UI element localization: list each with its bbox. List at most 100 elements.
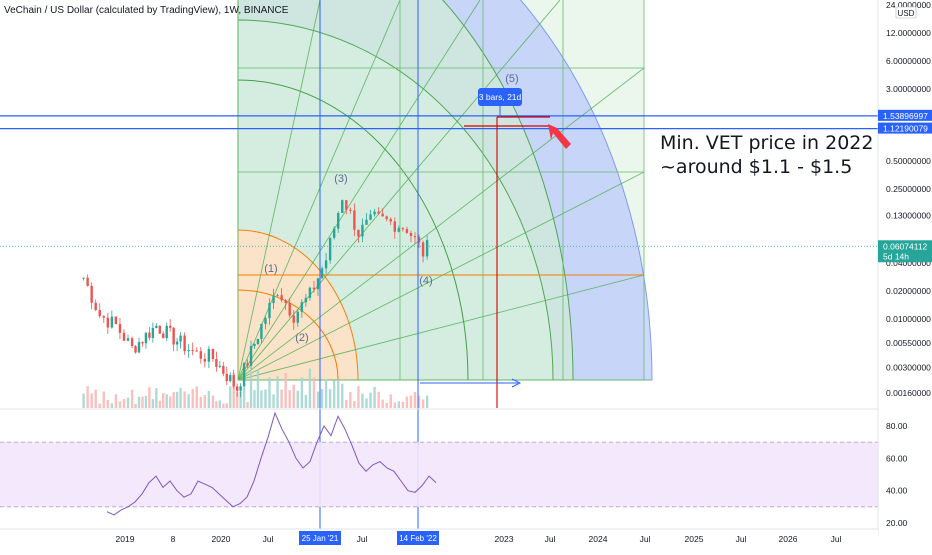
volume-bar bbox=[235, 392, 239, 408]
currency-badge bbox=[895, 6, 917, 19]
candle-body bbox=[86, 277, 89, 286]
time-axis-tick: Jul bbox=[831, 534, 842, 544]
volume-bar bbox=[357, 386, 360, 408]
candle-body bbox=[284, 300, 287, 303]
candle-body bbox=[155, 325, 158, 328]
candle-body bbox=[409, 232, 413, 237]
candle-body bbox=[401, 228, 405, 230]
volume-bar bbox=[280, 389, 283, 408]
volume-bar bbox=[264, 389, 267, 408]
volume-bar bbox=[187, 394, 190, 408]
price-axis-tick: 0.01000000 bbox=[886, 314, 931, 324]
fan-line bbox=[237, 0, 481, 381]
candle-body bbox=[199, 351, 202, 359]
volume-bar bbox=[144, 395, 148, 408]
time-axis-tick: Jul bbox=[545, 534, 556, 544]
candle-body bbox=[137, 342, 141, 353]
volume-bar bbox=[353, 400, 356, 408]
price-axis-tick: 0.00160000 bbox=[886, 388, 931, 398]
annotation-line-1: Min. VET price in 2022 bbox=[660, 132, 874, 154]
volume-bar bbox=[328, 389, 332, 408]
volume-bar bbox=[300, 377, 304, 408]
volume-bar bbox=[365, 398, 368, 408]
volume-bar bbox=[162, 393, 165, 408]
price-axis-tick: 0.13000000 bbox=[886, 211, 931, 221]
candle-body bbox=[110, 316, 114, 328]
candle-body bbox=[268, 303, 271, 319]
candle-body bbox=[264, 318, 267, 324]
volume-bar bbox=[256, 369, 260, 408]
time-axis-tick: 2024 bbox=[589, 534, 608, 544]
candle-body bbox=[393, 221, 396, 232]
price-axis-tick: 0.00300000 bbox=[886, 363, 931, 373]
candle-body bbox=[94, 302, 97, 311]
candle-body bbox=[357, 229, 360, 237]
price-tag-value: 1.12190079 bbox=[883, 124, 928, 134]
volume-bar bbox=[268, 377, 271, 408]
candle-body bbox=[232, 375, 235, 387]
candle-body bbox=[225, 373, 228, 382]
candle-body bbox=[385, 216, 388, 220]
volume-bar bbox=[373, 386, 376, 408]
rsi-axis-tick: 20.00 bbox=[886, 518, 908, 528]
candle-body bbox=[328, 237, 332, 261]
price-annotation: Min. VET price in 2022 ~around $1.1 - $1… bbox=[660, 131, 873, 179]
volume-bar bbox=[122, 398, 126, 408]
price-axis-tick: 0.04000000 bbox=[886, 258, 931, 268]
volume-bar bbox=[106, 399, 110, 408]
candle-body bbox=[218, 365, 222, 367]
candle-body bbox=[260, 323, 263, 339]
time-axis-tick: 2026 bbox=[779, 534, 798, 544]
volume-bar bbox=[229, 386, 232, 408]
currency-text: USD bbox=[898, 9, 915, 18]
time-axis-tick: 2025 bbox=[685, 534, 704, 544]
rsi-axis-tick: 40.00 bbox=[886, 486, 908, 496]
wave-label: (2) bbox=[295, 332, 308, 344]
range-label-text: 3 bars, 21d bbox=[479, 92, 522, 102]
rsi-line bbox=[106, 411, 437, 516]
volume-bar bbox=[232, 372, 235, 408]
volume-bar bbox=[114, 394, 118, 408]
candle-body bbox=[165, 325, 168, 339]
candle-body bbox=[246, 363, 249, 366]
date-tag-box bbox=[397, 531, 439, 545]
candle-body bbox=[405, 229, 409, 233]
date-tag-text: 14 Feb '22 bbox=[399, 534, 437, 543]
price-tag-box bbox=[878, 109, 932, 121]
price-tag-box bbox=[878, 240, 932, 263]
candle-body bbox=[373, 211, 376, 215]
candle-body bbox=[187, 349, 190, 352]
candle-body bbox=[256, 338, 260, 344]
volume-bar bbox=[158, 400, 161, 408]
volume-bar bbox=[102, 391, 105, 408]
time-axis-tick: 2023 bbox=[495, 534, 514, 544]
wave-label: (3) bbox=[334, 173, 347, 185]
candle-body bbox=[304, 297, 308, 303]
fan-line bbox=[237, 171, 645, 381]
candle-body bbox=[332, 228, 336, 238]
candle-body bbox=[253, 343, 256, 347]
candle-body bbox=[316, 278, 320, 290]
volume-bar bbox=[222, 403, 225, 408]
volume-bar bbox=[361, 393, 364, 408]
volume-bar bbox=[98, 403, 101, 408]
volume-bar bbox=[349, 391, 352, 408]
candle-body bbox=[345, 200, 348, 210]
rsi-axis-tick: 80.00 bbox=[886, 421, 908, 431]
fan-line bbox=[237, 67, 645, 381]
volume-bar bbox=[377, 391, 380, 408]
volume-bar bbox=[409, 395, 413, 408]
volume-bar bbox=[199, 396, 202, 408]
candle-body bbox=[134, 346, 137, 353]
volume-bar bbox=[413, 391, 417, 408]
candle-body bbox=[353, 210, 356, 230]
wave-label: (4) bbox=[419, 275, 432, 287]
volume-bar bbox=[179, 388, 182, 408]
volume-bar bbox=[337, 379, 340, 408]
volume-bar bbox=[90, 393, 93, 408]
candle-body bbox=[296, 311, 299, 323]
volume-bar bbox=[203, 394, 207, 408]
candle-body bbox=[341, 200, 344, 213]
